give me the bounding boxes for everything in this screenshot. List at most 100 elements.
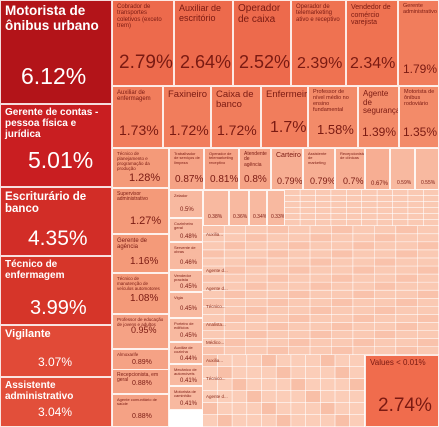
small-value-cell — [310, 322, 332, 331]
small-value-cell — [203, 379, 218, 391]
tile-value: 0.41% — [180, 401, 198, 407]
small-value-cell — [203, 258, 224, 266]
tile-value: 0.79% — [310, 176, 335, 186]
tile-value: 0.81% — [210, 174, 239, 185]
small-value-cell — [408, 196, 423, 202]
small-value-cell — [285, 220, 300, 226]
treemap-tile: 0.34% — [249, 190, 267, 226]
tile-label: Gerente administrativo — [403, 3, 437, 15]
tile-label: Values < 0.01% — [370, 358, 426, 367]
treemap-tile: Técnico de manutenção de veículos automo… — [112, 273, 169, 314]
small-value-cell — [353, 314, 375, 323]
tile-value: 6.12% — [21, 63, 87, 89]
micro-tile-label: Agente d... — [206, 394, 228, 399]
small-value-cell — [285, 190, 300, 196]
small-value-cell — [346, 214, 362, 220]
tile-label: Professor de educação de jovens e adulto… — [117, 317, 164, 327]
small-value-cell — [310, 258, 332, 266]
small-value-cell — [350, 367, 365, 379]
tile-value: 5.01% — [28, 147, 94, 173]
treemap-tile: 0.38% — [203, 190, 229, 226]
small-value-cell — [224, 346, 246, 355]
small-value-cell — [305, 367, 320, 379]
tile-value: 3.07% — [38, 355, 73, 369]
small-value-cell — [305, 355, 320, 367]
small-value-cell — [310, 242, 332, 250]
tile-label: Auxiliar de escritório — [179, 3, 222, 23]
small-value-cell — [320, 367, 335, 379]
small-value-cell — [203, 338, 224, 347]
small-value-cell — [331, 298, 353, 307]
tile-label: Agente de segurança — [363, 89, 399, 116]
small-value-cell — [331, 226, 353, 234]
small-value-cell — [374, 314, 396, 323]
small-value-cell — [305, 391, 320, 403]
small-value-cell — [408, 208, 423, 214]
tile-value: 0.55% — [421, 180, 436, 186]
small-value-cell — [396, 290, 417, 298]
small-value-cell — [377, 208, 393, 214]
small-value-cell — [335, 391, 350, 403]
small-value-cell — [346, 196, 362, 202]
tile-label: Cobrador de transportes coletivos (excet… — [117, 4, 162, 30]
small-value-cell — [224, 322, 246, 331]
small-value-cell — [261, 415, 276, 427]
tile-label: Operador de caixa — [238, 3, 281, 25]
small-value-cell — [224, 282, 246, 290]
small-value-cell — [423, 220, 439, 226]
tile-label: Mecânico de automóveis — [174, 367, 197, 377]
small-value-cell — [276, 403, 291, 415]
small-value-cell — [267, 274, 289, 282]
tile-value: 1.35% — [403, 125, 438, 139]
small-value-cell — [353, 274, 375, 282]
small-value-cell — [396, 234, 417, 242]
tile-label: Motorista de ônibus rodoviário — [404, 89, 435, 107]
tile-value: 2.39% — [297, 55, 343, 72]
treemap-tile: Técnico de enfermagem 3.99% — [0, 256, 112, 325]
small-value-cell — [331, 266, 353, 274]
small-value-cell — [217, 379, 232, 391]
small-value-cell — [331, 196, 346, 202]
small-value-cell — [203, 274, 224, 282]
small-value-cell — [203, 306, 224, 315]
small-value-cell — [353, 290, 375, 298]
tile-value: 1.72% — [217, 122, 257, 138]
small-value-cell — [374, 274, 396, 282]
small-value-cell — [291, 355, 306, 367]
small-value-cell — [245, 234, 267, 242]
treemap-tile: 0.67% — [365, 148, 390, 190]
small-value-cell — [245, 290, 267, 298]
treemap-tile: Vigilante 3.07% — [0, 325, 112, 377]
small-value-cell — [331, 322, 353, 331]
tile-value: 0.95% — [131, 325, 157, 335]
small-value-cell — [245, 274, 267, 282]
small-value-cell — [353, 226, 375, 234]
small-value-cell — [331, 314, 353, 323]
small-value-cell — [300, 208, 316, 214]
small-value-cell — [232, 367, 247, 379]
small-value-cell — [362, 208, 377, 214]
small-value-cell — [305, 403, 320, 415]
small-value-cell — [423, 202, 439, 208]
small-value-cell — [417, 338, 439, 347]
small-value-cell — [417, 250, 439, 258]
small-value-cell — [285, 214, 300, 220]
small-value-cell — [408, 202, 423, 208]
small-value-cell — [417, 226, 439, 234]
small-value-cell — [353, 266, 375, 274]
small-value-cell — [300, 220, 316, 226]
micro-tile-label: Técnico... — [206, 304, 226, 309]
tile-value: 1.28% — [129, 172, 161, 184]
small-value-cell — [417, 314, 439, 323]
tile-label: Vigia — [174, 295, 183, 300]
small-value-cell — [331, 274, 353, 282]
treemap-tile: Servente de obras 0.46% — [169, 242, 203, 270]
treemap-tile: Técnico de planejamento e programação da… — [112, 148, 169, 188]
small-value-cell — [331, 190, 346, 196]
micro-tile-label: Auxilia... — [206, 232, 224, 237]
tile-value: 0.79% — [277, 176, 303, 186]
small-value-cell — [224, 298, 246, 307]
small-value-cell — [203, 242, 224, 250]
treemap-tile: Professor de educação de jovens e adulto… — [112, 314, 169, 349]
